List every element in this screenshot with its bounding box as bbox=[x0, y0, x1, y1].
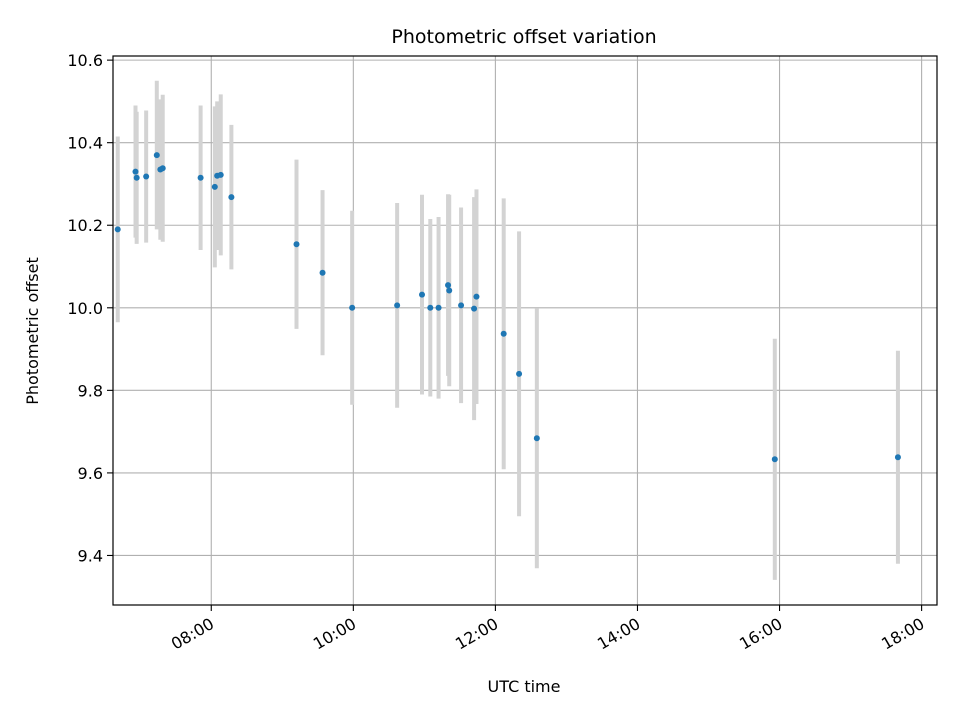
data-point bbox=[500, 330, 507, 337]
y-tick-label: 9.6 bbox=[78, 464, 103, 483]
data-point bbox=[446, 287, 453, 294]
data-point bbox=[427, 304, 434, 311]
grid-lines bbox=[113, 56, 937, 605]
data-point bbox=[153, 152, 160, 159]
data-point bbox=[319, 269, 326, 276]
y-tick-label: 9.4 bbox=[78, 546, 103, 565]
y-axis-ticks: 9.4 9.6 9.8 10.0 10.2 10.4 10.6 bbox=[67, 51, 113, 565]
data-point bbox=[159, 165, 166, 172]
data-point bbox=[471, 305, 478, 312]
data-point bbox=[143, 173, 150, 180]
data-point bbox=[419, 291, 425, 298]
data-point bbox=[533, 435, 540, 442]
data-point bbox=[516, 370, 523, 377]
data-point bbox=[894, 454, 901, 461]
data-point bbox=[114, 226, 121, 233]
data-point bbox=[211, 183, 218, 190]
data-point bbox=[435, 304, 442, 311]
data-point bbox=[458, 302, 465, 309]
data-point bbox=[217, 171, 224, 178]
x-axis-label: UTC time bbox=[488, 677, 561, 696]
data-point bbox=[132, 168, 139, 175]
plot-frame bbox=[112, 55, 938, 606]
data-point bbox=[445, 282, 452, 289]
data-point bbox=[228, 194, 235, 201]
data-point bbox=[293, 241, 300, 248]
data-point bbox=[133, 174, 140, 181]
data-point bbox=[473, 293, 480, 300]
y-axis-label: Photometric offset bbox=[23, 257, 42, 405]
y-tick-label: 10.6 bbox=[67, 51, 103, 70]
y-tick-label: 9.8 bbox=[78, 381, 103, 400]
data-point bbox=[771, 456, 778, 463]
data-point bbox=[197, 174, 204, 181]
y-tick-label: 10.4 bbox=[67, 134, 103, 153]
data-point bbox=[394, 302, 401, 309]
chart-title: Photometric offset variation bbox=[391, 26, 656, 48]
y-tick-label: 10.2 bbox=[67, 216, 103, 235]
data-points bbox=[114, 152, 901, 463]
data-point bbox=[349, 304, 356, 311]
y-tick-label: 10.0 bbox=[67, 299, 103, 318]
